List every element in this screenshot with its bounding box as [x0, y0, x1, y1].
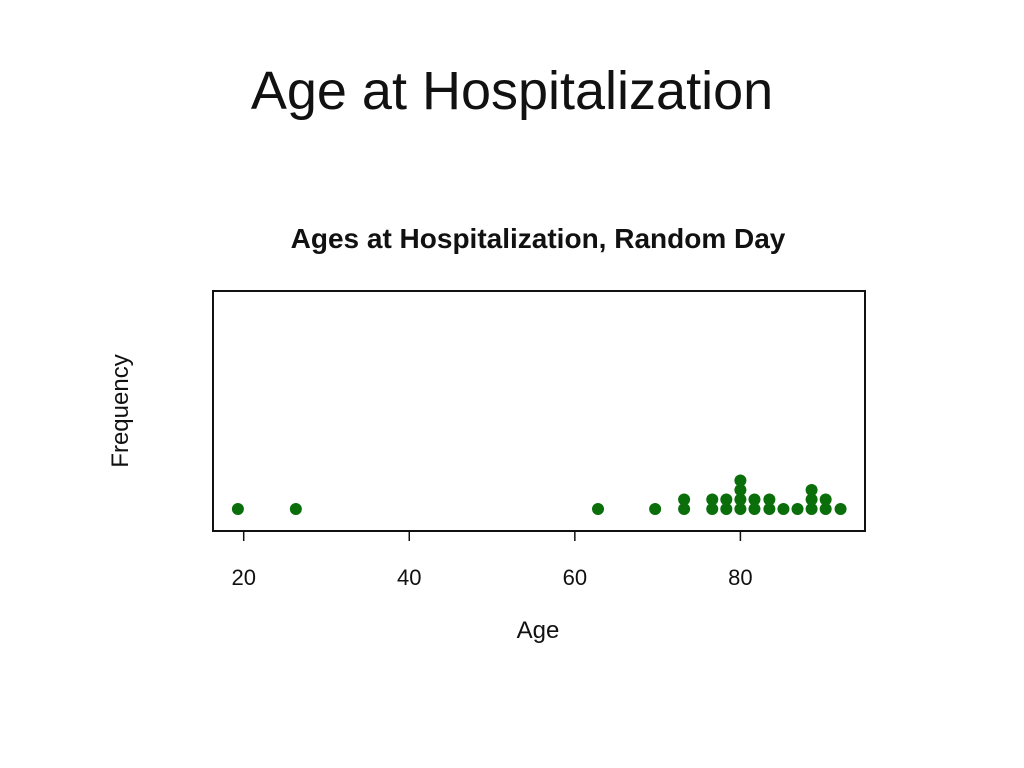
data-dot: [592, 503, 605, 515]
x-tick-label: 60: [563, 565, 587, 590]
data-dot: [289, 503, 302, 515]
data-dot: [734, 474, 747, 487]
data-dot: [805, 493, 818, 506]
chart-title: Ages at Hospitalization, Random Day: [291, 223, 786, 254]
x-axis-ticks: 20 40 60 80: [231, 531, 753, 590]
data-dot: [734, 484, 747, 496]
data-dot: [805, 484, 818, 496]
data-dot: [777, 503, 790, 515]
y-axis-label: Frequency: [107, 354, 134, 467]
data-dot: [748, 503, 761, 515]
data-dot: [649, 503, 662, 515]
data-dot: [706, 503, 719, 515]
data-dot: [734, 493, 747, 506]
data-dot: [678, 503, 691, 515]
data-dots: [231, 474, 847, 515]
data-dot: [734, 503, 747, 515]
data-dot: [720, 493, 733, 506]
x-tick-label: 80: [728, 565, 752, 590]
data-dot: [819, 493, 832, 506]
data-dot: [706, 493, 719, 506]
data-dot: [763, 503, 776, 515]
data-dot: [834, 503, 847, 515]
data-dot: [805, 503, 818, 515]
data-dot: [678, 493, 691, 506]
data-dot: [720, 503, 733, 515]
data-dot: [748, 493, 761, 506]
data-dot: [231, 503, 244, 515]
x-axis-label: Age: [517, 617, 560, 644]
data-dot: [791, 503, 804, 515]
x-tick-label: 20: [231, 565, 255, 590]
data-dot: [763, 493, 776, 506]
x-tick-label: 40: [397, 565, 421, 590]
data-dot: [819, 503, 832, 515]
slide-title: Age at Hospitalization: [250, 61, 774, 121]
